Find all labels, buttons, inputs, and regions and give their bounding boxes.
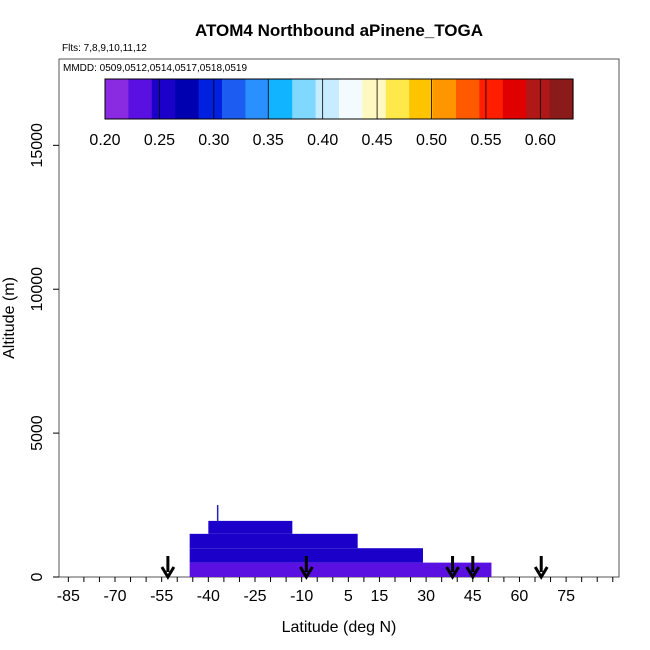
heatmap-cells <box>189 505 492 577</box>
colorbar-tick-label: 0.60 <box>525 132 556 149</box>
x-axis: -85 -70 -55 -40 -25 -10 5 15 30 45 60 75 <box>57 577 614 605</box>
colorbar-swatch <box>315 79 340 119</box>
heatmap-cell <box>208 520 293 534</box>
colorbar-swatch <box>385 79 410 119</box>
colorbar-swatch <box>362 79 387 119</box>
y-tick-label: 10000 <box>29 267 46 312</box>
colorbar-tick-label: 0.35 <box>253 132 284 149</box>
colorbar-swatch <box>292 79 317 119</box>
arrow-head <box>533 566 549 580</box>
x-tick-label: -10 <box>290 588 313 605</box>
colorbar-tick-label: 0.20 <box>89 132 120 149</box>
x-tick-label: 5 <box>344 588 353 605</box>
y-tick-label: 5000 <box>29 415 46 451</box>
arrow-head <box>465 566 481 580</box>
colorbar-swatch <box>105 79 129 119</box>
x-tick-label: -55 <box>150 588 173 605</box>
colorbar-swatch <box>222 79 246 119</box>
x-tick-label: 15 <box>371 588 389 605</box>
colorbar-swatch <box>432 79 457 119</box>
x-tick-label: -85 <box>57 588 80 605</box>
colorbar-tick-label: 0.50 <box>416 132 447 149</box>
colorbar-tick-label: 0.55 <box>470 132 501 149</box>
colorbar-swatch <box>175 79 200 119</box>
arrow-head <box>299 566 314 580</box>
colorbar-tick-label: 0.25 <box>144 132 175 149</box>
colorbar-swatch <box>502 79 527 119</box>
x-axis-label: Latitude (deg N) <box>282 619 397 636</box>
y-tick-label: 0 <box>29 572 46 581</box>
flights-label: Flts: 7,8,9,10,11,12 <box>62 43 147 54</box>
colorbar-swatch <box>268 79 293 119</box>
x-tick-label: -40 <box>197 588 220 605</box>
colorbar-swatch <box>151 79 176 119</box>
colorbar-swatch <box>128 79 153 119</box>
colorbar-swatch <box>549 79 574 119</box>
colorbar-swatch <box>339 79 363 119</box>
y-axis-label: Altitude (m) <box>1 277 18 359</box>
colorbar-tick-label: 0.30 <box>198 132 229 149</box>
colorbar-tick-label: 0.40 <box>307 132 338 149</box>
dates-label: MMDD: 0509,0512,0514,0517,0518,0519 <box>63 63 247 74</box>
colorbar-tick-label: 0.45 <box>362 132 393 149</box>
y-tick-label: 15000 <box>29 123 46 168</box>
flight-arrows <box>160 556 549 580</box>
colorbar-swatch <box>245 79 270 119</box>
colorbar-swatch <box>479 79 504 119</box>
y-axis: 0 5000 10000 15000 <box>29 123 59 581</box>
colorbar-swatch <box>198 79 223 119</box>
x-tick-label: 75 <box>557 588 575 605</box>
colorbar-swatch <box>526 79 551 119</box>
colorbar-swatch <box>409 79 434 119</box>
x-tick-label: -25 <box>243 588 266 605</box>
chart-title: ATOM4 Northbound aPinene_TOGA <box>195 21 483 40</box>
heatmap-cell <box>189 562 492 577</box>
x-tick-label: 30 <box>417 588 435 605</box>
x-tick-label: 45 <box>464 588 482 605</box>
arrow-head <box>445 566 460 580</box>
colorbar-swatch <box>456 79 480 119</box>
heatmap-cell <box>189 533 358 549</box>
heatmap-cell <box>189 548 423 563</box>
x-tick-label: 60 <box>511 588 529 605</box>
arrow-head <box>160 566 176 580</box>
colorbar: 0.20 0.25 0.30 0.35 0.40 0.45 0.50 0.55 0.60 <box>89 78 574 149</box>
x-tick-label: -70 <box>103 588 126 605</box>
